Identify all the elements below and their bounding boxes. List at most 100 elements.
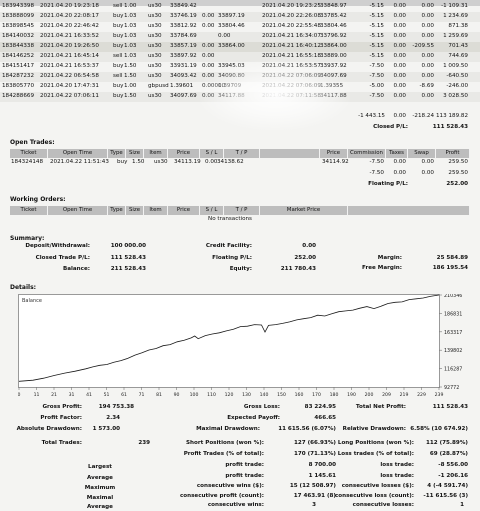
closed-time: 2021.04.22 07:06:11 bbox=[40, 93, 99, 99]
closed-cprice: 33889.00 bbox=[320, 53, 347, 59]
closed-item: us30 bbox=[148, 23, 162, 29]
x-tick-label: 41 bbox=[86, 392, 92, 398]
closed-tp: 34090.80 bbox=[218, 73, 245, 79]
x-tick-label: 31 bbox=[69, 392, 75, 398]
closed-price: 34093.42 bbox=[170, 73, 197, 79]
closed-ticket: 183844338 bbox=[2, 43, 35, 49]
open-col-swap: Swap bbox=[408, 149, 436, 158]
gross-profit-label: Gross Profit: bbox=[42, 404, 82, 410]
absolute-drawdown-label: Absolute Drawdown: bbox=[16, 426, 82, 432]
closed-trade-row: 184287232 2021.04.22 06:54:58 sell 1.50 us30… bbox=[0, 72, 480, 82]
balance-value: 211 528.43 bbox=[110, 266, 146, 272]
closed-swap: 0.00 bbox=[421, 63, 434, 69]
x-tick-label: 90 bbox=[174, 392, 180, 398]
closed-swap: 0.00 bbox=[421, 23, 434, 29]
y-tick-label: 186831 bbox=[444, 311, 462, 317]
closed-taxes: 0.00 bbox=[393, 13, 406, 19]
wo-col-filler bbox=[348, 206, 470, 215]
margin-label: Margin: bbox=[377, 255, 402, 261]
open-sub-commission: -7.50 bbox=[369, 170, 384, 176]
closed-type: sell bbox=[113, 3, 123, 9]
gross-profit-value: 194 753.38 bbox=[98, 404, 134, 410]
chart-title: Balance bbox=[22, 298, 42, 304]
closed-type: buy bbox=[113, 63, 124, 69]
x-tick-label: 140 bbox=[260, 392, 269, 398]
wo-col-open-time: Open Time bbox=[48, 206, 108, 215]
avg-consecutive-wins-label: consecutive wins: bbox=[207, 502, 264, 508]
closed-swap: 0.00 bbox=[421, 53, 434, 59]
closed-ticket: 184287232 bbox=[2, 73, 35, 79]
closed-time: 2021.04.20 19:23:18 bbox=[40, 3, 99, 9]
closed-profit: 871.38 bbox=[448, 23, 468, 29]
deposit-label: Deposit/Withdrawal: bbox=[25, 243, 90, 249]
net-profit-value: 111 528.43 bbox=[432, 404, 468, 410]
closed-price: 34097.69 bbox=[170, 93, 197, 99]
open-time: 2021.04.22 11:51:43 bbox=[50, 159, 109, 165]
average-label: Average bbox=[87, 475, 113, 481]
closed-profit: -246.00 bbox=[446, 83, 468, 89]
closed-size: 1.50 bbox=[124, 73, 137, 79]
closed-type: buy bbox=[113, 33, 124, 39]
closed-size: 1.03 bbox=[124, 53, 137, 59]
closed-taxes: 0.00 bbox=[393, 3, 406, 9]
equity-label: Equity: bbox=[229, 266, 252, 272]
closed-tp: 34117.88 bbox=[218, 93, 245, 99]
closed-type: buy bbox=[113, 83, 124, 89]
closed-time: 2021.04.21 16:53:37 bbox=[40, 63, 99, 69]
closed-size: 1.00 bbox=[124, 3, 137, 9]
largest-profit-trade-label: profit trade: bbox=[225, 462, 264, 468]
closed-ticket: 183943398 bbox=[2, 3, 35, 9]
largest-loss-trade-label: loss trade: bbox=[380, 462, 414, 468]
closed-type: sell bbox=[113, 73, 123, 79]
closed-ctime: 2021.04.20 22:55:48 bbox=[262, 23, 321, 29]
gross-loss-label: Gross Loss: bbox=[243, 404, 280, 410]
open-tp: 34138.62 bbox=[217, 159, 244, 165]
closed-pl-label: Closed P/L: bbox=[373, 124, 408, 130]
average-loss-trade-label: loss trade: bbox=[380, 473, 414, 479]
x-tick-label: 120 bbox=[225, 392, 234, 398]
closed-cprice: 33785.42 bbox=[320, 13, 347, 19]
x-tick-label: 130 bbox=[242, 392, 251, 398]
max-consecutive-wins-label: consecutive wins ($): bbox=[196, 483, 264, 489]
closed-sl: 0.00 bbox=[202, 13, 215, 19]
credit-facility-label: Credit Facility: bbox=[205, 243, 252, 249]
max-consecutive-losses-value: 4 (-4 591.74) bbox=[427, 483, 468, 489]
closed-trade-row: 183844338 2021.04.20 19:26:50 buy 1.03 us30 3… bbox=[0, 42, 480, 52]
average-profit-trade-value: 1 145.61 bbox=[308, 473, 336, 479]
x-tick-label: 190 bbox=[347, 392, 356, 398]
total-trades-value: 239 bbox=[138, 440, 150, 446]
closed-trade-row: 183943398 2021.04.20 19:23:18 sell 1.00 us30… bbox=[0, 2, 480, 12]
closed-time: 2021.04.21 16:33:52 bbox=[40, 33, 99, 39]
wo-col-ticket: Ticket bbox=[10, 206, 48, 215]
largest-profit-trade-value: 8 700.00 bbox=[308, 462, 336, 468]
open-col-taxes: Taxes bbox=[386, 149, 408, 158]
closed-cprice: 33848.97 bbox=[320, 3, 347, 9]
maximal-consecutive-profit-value: 17 463.91 (8) bbox=[293, 493, 336, 499]
largest-label: Largest bbox=[88, 464, 112, 470]
profit-factor-label: Profit Factor: bbox=[40, 415, 82, 421]
closed-price: 33812.92 bbox=[170, 23, 197, 29]
closed-trade-row: 183805770 2021.04.20 17:47:31 buy 1.00 gbpus… bbox=[0, 82, 480, 92]
closed-ctime: 2021.04.21 16:40:12 bbox=[262, 43, 321, 49]
balance-label: Balance: bbox=[62, 266, 90, 272]
x-tick-label: 150 bbox=[277, 392, 286, 398]
closed-swap: 0.00 bbox=[421, 33, 434, 39]
credit-facility-value: 0.00 bbox=[302, 243, 316, 249]
open-col-size: Size bbox=[126, 149, 144, 158]
open-commission: -7.50 bbox=[369, 159, 384, 165]
open-col-blank bbox=[260, 149, 320, 158]
closed-item: us30 bbox=[148, 33, 162, 39]
closed-price: 33857.19 bbox=[170, 43, 197, 49]
closed-type: buy bbox=[113, 13, 124, 19]
x-tick-label: 100 bbox=[190, 392, 199, 398]
maximal-drawdown-label: Maximal Drawdown: bbox=[196, 426, 260, 432]
closed-tp: 33804.46 bbox=[218, 23, 245, 29]
closed-tp: 0.00 bbox=[218, 33, 231, 39]
closed-taxes: 0.00 bbox=[393, 83, 406, 89]
closed-trade-row: 184140032 2021.04.21 16:33:52 buy 1.03 us30 3… bbox=[0, 32, 480, 42]
closed-ctime: 2021.04.21 16:34:07 bbox=[262, 33, 321, 39]
closed-time: 2021.04.21 16:45:14 bbox=[40, 53, 99, 59]
closed-trade-row: 183888099 2021.04.20 22:08:17 buy 1.03 us30 3… bbox=[0, 12, 480, 22]
avg-consecutive-losses-value: 1 bbox=[460, 502, 464, 508]
closed-trade-pl-value: 111 528.43 bbox=[110, 255, 146, 261]
